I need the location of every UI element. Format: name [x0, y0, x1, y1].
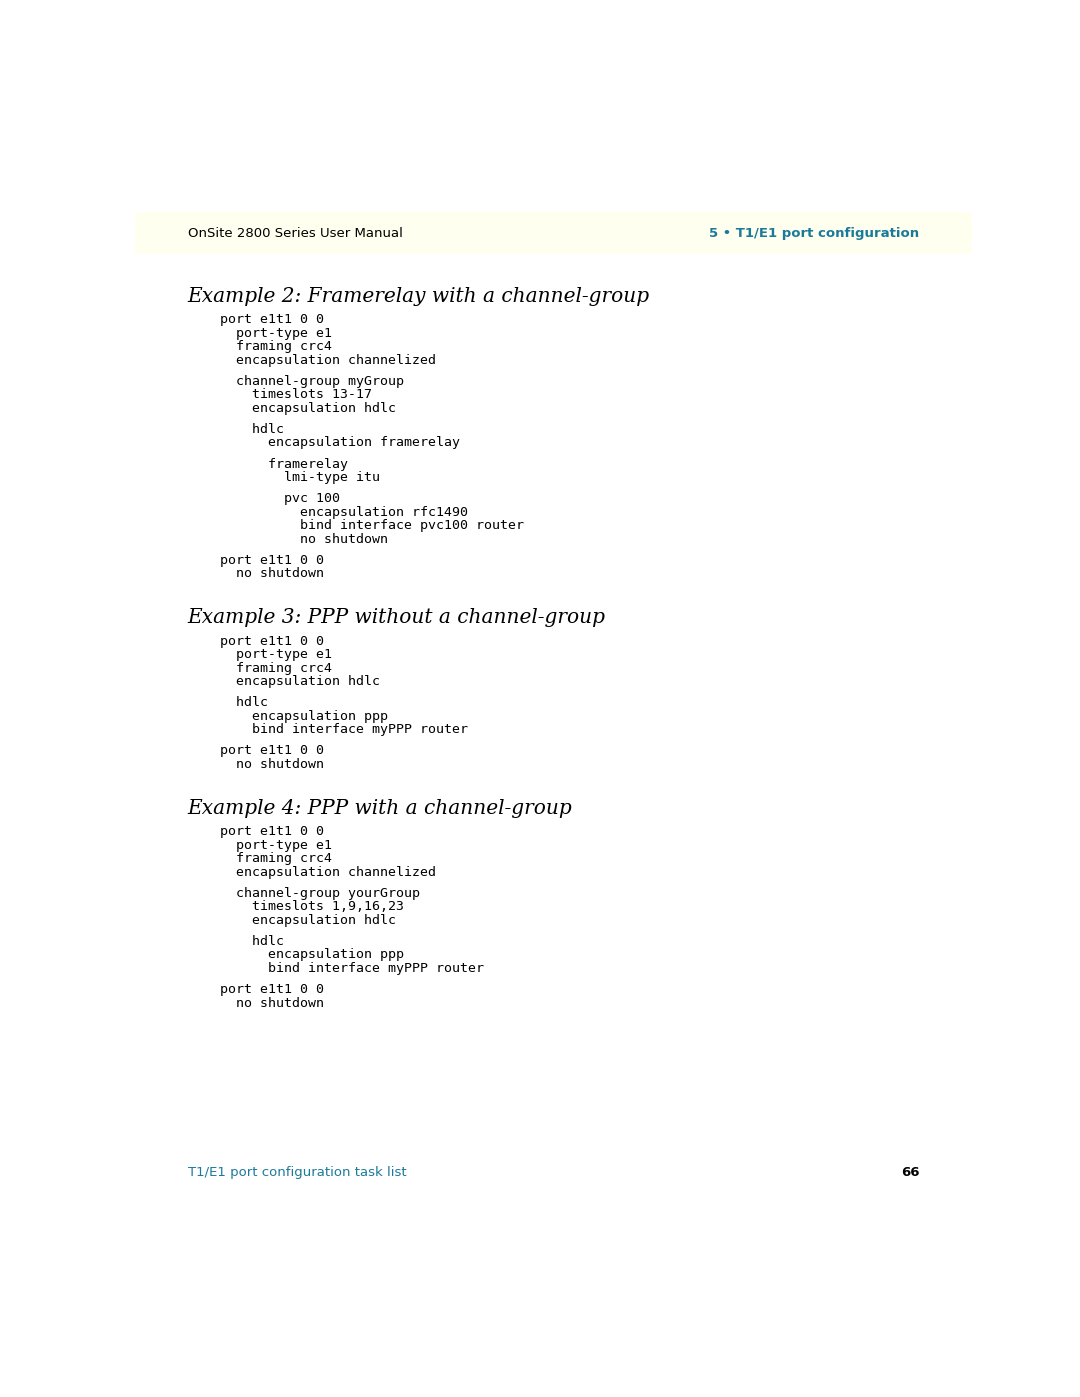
Text: framing crc4: framing crc4 [188, 852, 332, 865]
Text: framing crc4: framing crc4 [188, 662, 332, 675]
Text: port e1t1 0 0: port e1t1 0 0 [188, 983, 324, 996]
Text: T1/E1 port configuration task list: T1/E1 port configuration task list [188, 1166, 406, 1179]
Text: no shutdown: no shutdown [188, 567, 324, 580]
Text: encapsulation hdlc: encapsulation hdlc [188, 914, 395, 926]
Text: Example 2: Framerelay with a channel-group: Example 2: Framerelay with a channel-gro… [188, 286, 650, 306]
Text: channel-group myGroup: channel-group myGroup [188, 374, 404, 388]
Text: timeslots 13-17: timeslots 13-17 [188, 388, 372, 401]
Text: encapsulation hdlc: encapsulation hdlc [188, 675, 380, 689]
Text: port e1t1 0 0: port e1t1 0 0 [188, 745, 324, 757]
Text: hdlc: hdlc [188, 696, 268, 710]
Text: port-type e1: port-type e1 [188, 838, 332, 852]
Text: encapsulation hdlc: encapsulation hdlc [188, 402, 395, 415]
Text: framerelay: framerelay [188, 458, 348, 471]
Text: bind interface pvc100 router: bind interface pvc100 router [188, 520, 524, 532]
Bar [135, 212, 972, 254]
Text: encapsulation ppp: encapsulation ppp [188, 949, 404, 961]
Text: no shutdown: no shutdown [188, 996, 324, 1010]
Text: no shutdown: no shutdown [188, 757, 324, 771]
Text: port-type e1: port-type e1 [188, 648, 332, 661]
Text: port e1t1 0 0: port e1t1 0 0 [188, 826, 324, 838]
Text: hdlc: hdlc [188, 935, 284, 949]
Text: OnSite 2800 Series User Manual: OnSite 2800 Series User Manual [188, 226, 403, 240]
Text: 66: 66 [901, 1166, 919, 1179]
Text: port e1t1 0 0: port e1t1 0 0 [188, 553, 324, 567]
Text: Example 4: PPP with a channel-group: Example 4: PPP with a channel-group [188, 799, 572, 819]
Text: 5 • T1/E1 port configuration: 5 • T1/E1 port configuration [710, 226, 919, 240]
Text: encapsulation framerelay: encapsulation framerelay [188, 436, 460, 450]
Text: lmi-type itu: lmi-type itu [188, 471, 380, 483]
Text: hdlc: hdlc [188, 423, 284, 436]
Text: channel-group yourGroup: channel-group yourGroup [188, 887, 420, 900]
Text: encapsulation rfc1490: encapsulation rfc1490 [188, 506, 468, 518]
Text: bind interface myPPP router: bind interface myPPP router [188, 963, 484, 975]
Text: timeslots 1,9,16,23: timeslots 1,9,16,23 [188, 900, 404, 914]
Text: bind interface myPPP router: bind interface myPPP router [188, 724, 468, 736]
Text: encapsulation ppp: encapsulation ppp [188, 710, 388, 722]
Text: pvc 100: pvc 100 [188, 492, 340, 506]
Text: encapsulation channelized: encapsulation channelized [188, 866, 435, 879]
Text: no shutdown: no shutdown [188, 532, 388, 546]
Text: framing crc4: framing crc4 [188, 339, 332, 353]
Text: port-type e1: port-type e1 [188, 327, 332, 339]
Text: Example 3: PPP without a channel-group: Example 3: PPP without a channel-group [188, 609, 606, 627]
Text: port e1t1 0 0: port e1t1 0 0 [188, 313, 324, 326]
Text: port e1t1 0 0: port e1t1 0 0 [188, 634, 324, 648]
Text: encapsulation channelized: encapsulation channelized [188, 353, 435, 366]
